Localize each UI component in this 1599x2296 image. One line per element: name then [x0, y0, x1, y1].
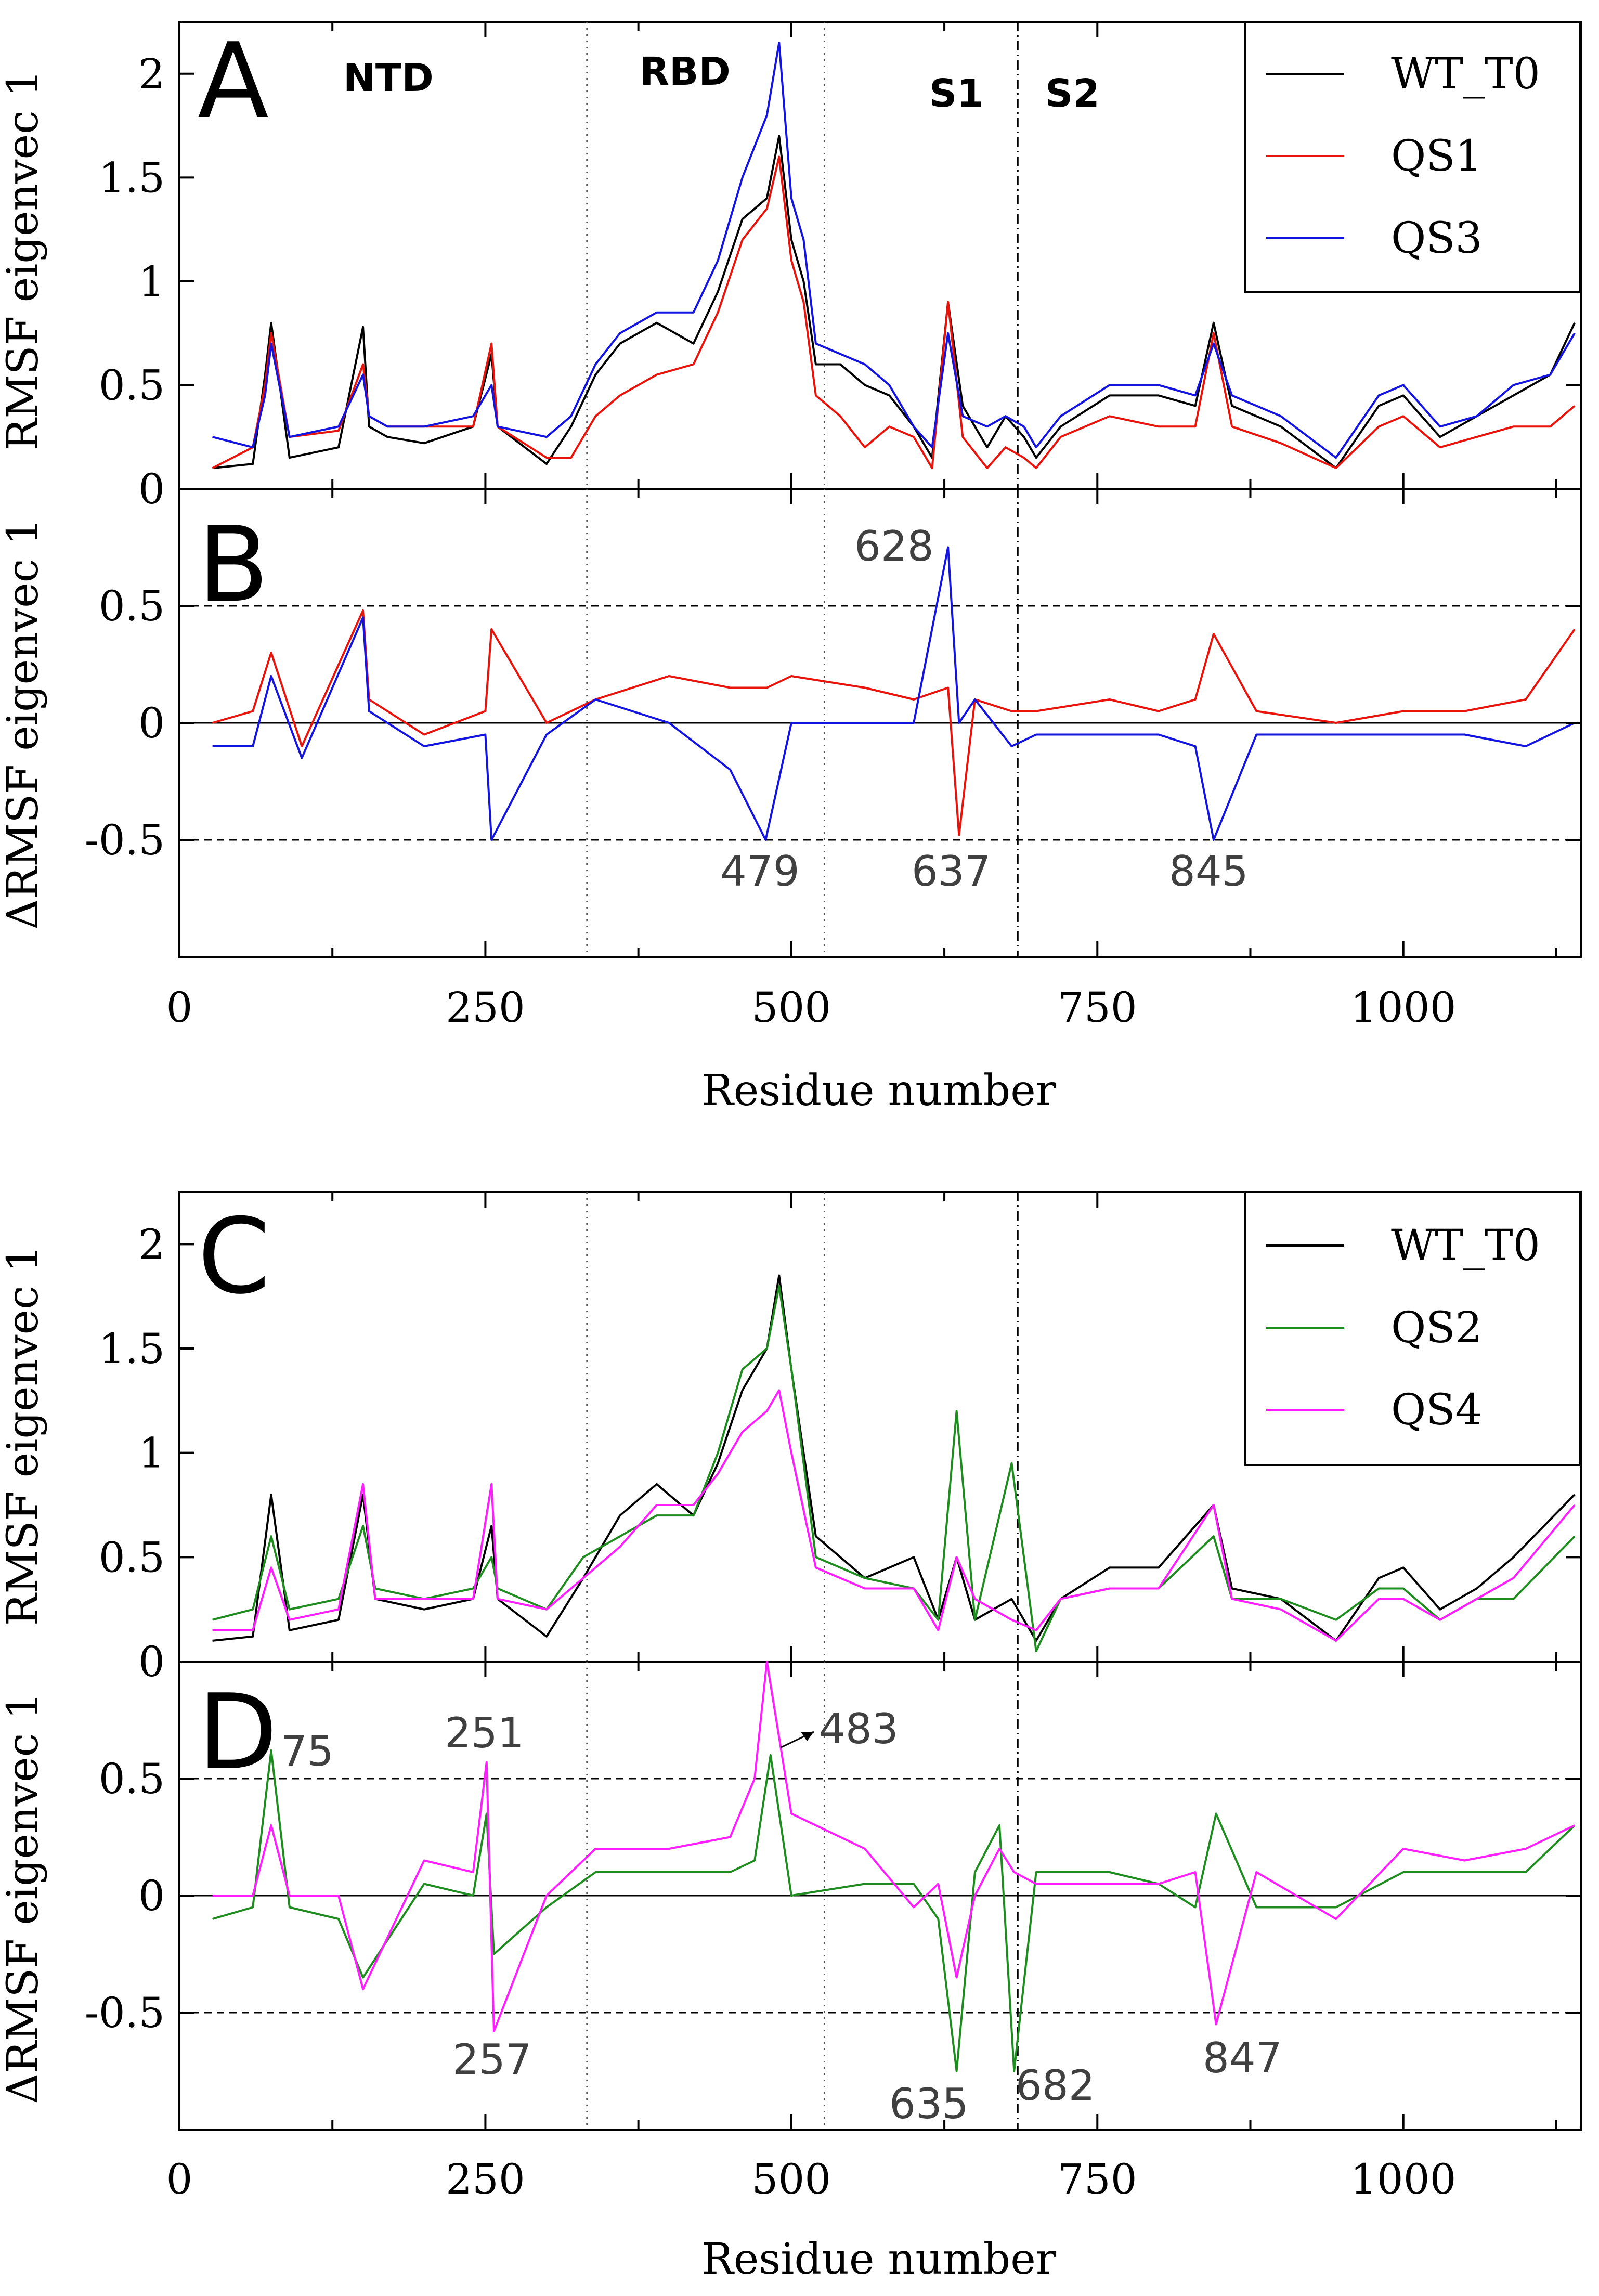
region-label-s2: S2 [1045, 71, 1100, 116]
x-tick-label: 500 [752, 983, 831, 1032]
panel-b-ytick-label: 0 [138, 699, 165, 747]
panel-b-letter: B [198, 504, 269, 626]
panel-c-ytick-label: 2 [138, 1220, 165, 1268]
panel-d-series-qs2-wt-t0 [212, 1749, 1576, 2072]
legend-item-qs2: QS2 [1391, 1303, 1483, 1353]
x-tick-label: 0 [166, 983, 193, 1032]
panel-a-series-wt-t0 [212, 135, 1576, 470]
panel-a-ytick-label: 0.5 [99, 361, 165, 409]
annotation-845: 845 [1169, 847, 1249, 896]
panel-d-series-qs4-wt-t0 [212, 1661, 1576, 2032]
x-tick-label: 750 [1058, 2155, 1137, 2203]
panel-c-ytick-label: 1 [138, 1429, 165, 1477]
panel-a-ytick-label: 0 [138, 465, 165, 513]
panel-b-ytick-label: 0.5 [99, 582, 165, 630]
annotation-251: 251 [445, 1709, 524, 1757]
panel-b-series-qs1-wt-t0 [212, 609, 1576, 836]
figure-bottom: 0 0.5 1 1.5 2 -0.5 0 0.5 RMSF eigenvec 1 ΔRMSF… [0, 1191, 1582, 2284]
panel-a-letter: A [198, 21, 269, 142]
panel-d-ytick-label: -0.5 [85, 1989, 165, 2037]
panel-b-plot: -0.5 0 0.5 [85, 488, 1582, 958]
panel-c-ytick-label: 0.5 [99, 1533, 165, 1581]
annotation-479: 479 [720, 847, 800, 896]
panel-c-ytick-label: 1.5 [99, 1325, 165, 1373]
panel-c-letter: C [198, 1196, 270, 1317]
legend-item-qs1: QS1 [1391, 132, 1483, 181]
legend-item-qs3: QS3 [1391, 214, 1483, 263]
panel-a-series-qs3 [212, 41, 1576, 459]
annotation-257: 257 [452, 2035, 532, 2084]
panel-a-ylabel: RMSF eigenvec 1 [0, 70, 48, 450]
annotation-75: 75 [281, 1727, 334, 1775]
panel-c-plot: 0 0.5 1 1.5 2 [99, 1191, 1582, 1686]
region-label-s1: S1 [929, 71, 984, 116]
annotation-847: 847 [1203, 2034, 1282, 2082]
annotation-682: 682 [1016, 2061, 1095, 2110]
legend-bottom: WT_T0 QS2 QS4 [1244, 1191, 1581, 1466]
legend-item-wt-t0: WT_T0 [1391, 49, 1540, 99]
region-label-ntd: NTD [343, 56, 434, 100]
x-tick-label: 1000 [1350, 983, 1457, 1032]
x-tick-label: 1000 [1350, 2155, 1457, 2203]
panel-a-ytick-label: 1 [138, 257, 165, 306]
legend-top: WT_T0 QS1 QS3 [1244, 21, 1581, 293]
x-tick-labels-bottom: 0 250 500 750 1000 [166, 2155, 1457, 2203]
panel-c-ylabel: RMSF eigenvec 1 [0, 1245, 48, 1626]
panel-a-ytick-label: 2 [138, 50, 165, 98]
figure-top: 0 0.5 1 1.5 2 -0.5 0 0.5 RMSF eigenvec 1 ΔRMSF… [0, 21, 1582, 1115]
x-tick-label: 500 [752, 2155, 831, 2203]
x-tick-labels-top: 0 250 500 750 1000 [166, 983, 1457, 1032]
x-tick-label: 250 [446, 2155, 525, 2203]
panel-c-series-qs4 [212, 1389, 1576, 1642]
panel-b-ylabel: ΔRMSF eigenvec 1 [0, 518, 48, 930]
legend-item-qs4: QS4 [1391, 1385, 1483, 1435]
panel-a-ytick-label: 1.5 [99, 153, 165, 202]
x-tick-label: 250 [446, 983, 525, 1032]
x-axis-title-top: Residue number [701, 1066, 1057, 1115]
annotation-483: 483 [819, 1705, 899, 1753]
panel-d-plot: -0.5 0 0.5 [85, 1661, 1582, 2131]
region-label-rbd: RBD [640, 49, 731, 94]
annotation-637: 637 [912, 847, 991, 896]
legend-item-wt-t0-bottom: WT_T0 [1391, 1221, 1540, 1270]
annotation-483-arrowhead [801, 1732, 814, 1741]
x-tick-label: 750 [1058, 983, 1137, 1032]
annotation-628: 628 [854, 522, 934, 570]
panel-b-ytick-label: -0.5 [85, 816, 165, 864]
annotation-635: 635 [889, 2080, 969, 2128]
panel-d-ytick-label: 0 [138, 1872, 165, 1920]
panel-d-ytick-label: 0.5 [99, 1755, 165, 1803]
x-axis-title-bottom: Residue number [701, 2235, 1057, 2284]
panel-d-letter: D [198, 1672, 278, 1793]
panel-b-series-qs3-wt-t0 [212, 546, 1576, 841]
x-tick-label: 0 [166, 2155, 193, 2203]
panel-c-ytick-label: 0 [138, 1638, 165, 1686]
panel-d-ylabel: ΔRMSF eigenvec 1 [0, 1692, 48, 2104]
